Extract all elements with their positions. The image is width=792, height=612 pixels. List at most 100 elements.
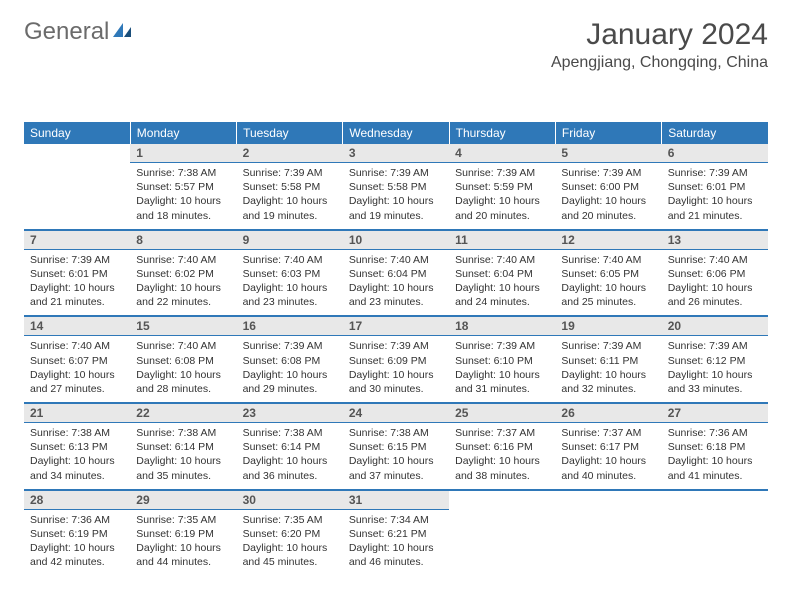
sunrise-text: Sunrise: 7:36 AM xyxy=(30,513,124,527)
day-number: 3 xyxy=(343,144,449,163)
day-info: Sunrise: 7:39 AMSunset: 6:10 PMDaylight:… xyxy=(449,336,555,402)
daylight-text: Daylight: 10 hours and 27 minutes. xyxy=(30,368,124,396)
calendar-cell: 17Sunrise: 7:39 AMSunset: 6:09 PMDayligh… xyxy=(343,316,449,403)
location: Apengjiang, Chongqing, China xyxy=(551,54,768,72)
day-info: Sunrise: 7:39 AMSunset: 6:01 PMDaylight:… xyxy=(24,250,130,316)
day-info: Sunrise: 7:39 AMSunset: 6:12 PMDaylight:… xyxy=(662,336,768,402)
day-number: 20 xyxy=(662,317,768,336)
day-info: Sunrise: 7:38 AMSunset: 6:15 PMDaylight:… xyxy=(343,423,449,489)
day-info: Sunrise: 7:38 AMSunset: 6:13 PMDaylight:… xyxy=(24,423,130,489)
calendar-cell: 12Sunrise: 7:40 AMSunset: 6:05 PMDayligh… xyxy=(555,230,661,317)
daylight-text: Daylight: 10 hours and 46 minutes. xyxy=(349,541,443,569)
calendar-cell: 5Sunrise: 7:39 AMSunset: 6:00 PMDaylight… xyxy=(555,144,661,230)
calendar-row: 21Sunrise: 7:38 AMSunset: 6:13 PMDayligh… xyxy=(24,403,768,490)
day-number: 16 xyxy=(237,317,343,336)
day-number: 10 xyxy=(343,231,449,250)
day-header-row: Sunday Monday Tuesday Wednesday Thursday… xyxy=(24,122,768,144)
sunset-text: Sunset: 6:08 PM xyxy=(243,354,337,368)
calendar-row: 1Sunrise: 7:38 AMSunset: 5:57 PMDaylight… xyxy=(24,144,768,230)
sunset-text: Sunset: 6:07 PM xyxy=(30,354,124,368)
daylight-text: Daylight: 10 hours and 29 minutes. xyxy=(243,368,337,396)
sunrise-text: Sunrise: 7:40 AM xyxy=(30,339,124,353)
daylight-text: Daylight: 10 hours and 25 minutes. xyxy=(561,281,655,309)
sunset-text: Sunset: 5:58 PM xyxy=(243,180,337,194)
calendar-cell: 21Sunrise: 7:38 AMSunset: 6:13 PMDayligh… xyxy=(24,403,130,490)
day-number: 2 xyxy=(237,144,343,163)
sunset-text: Sunset: 6:09 PM xyxy=(349,354,443,368)
day-number: 29 xyxy=(130,491,236,510)
day-number: 28 xyxy=(24,491,130,510)
calendar-cell: 19Sunrise: 7:39 AMSunset: 6:11 PMDayligh… xyxy=(555,316,661,403)
sunset-text: Sunset: 6:04 PM xyxy=(349,267,443,281)
daylight-text: Daylight: 10 hours and 36 minutes. xyxy=(243,454,337,482)
sunrise-text: Sunrise: 7:37 AM xyxy=(455,426,549,440)
calendar-row: 14Sunrise: 7:40 AMSunset: 6:07 PMDayligh… xyxy=(24,316,768,403)
calendar-cell: 10Sunrise: 7:40 AMSunset: 6:04 PMDayligh… xyxy=(343,230,449,317)
day-header: Tuesday xyxy=(237,122,343,144)
day-header: Saturday xyxy=(662,122,768,144)
sunrise-text: Sunrise: 7:40 AM xyxy=(349,253,443,267)
calendar-cell: 2Sunrise: 7:39 AMSunset: 5:58 PMDaylight… xyxy=(237,144,343,230)
daylight-text: Daylight: 10 hours and 23 minutes. xyxy=(243,281,337,309)
calendar-cell: 4Sunrise: 7:39 AMSunset: 5:59 PMDaylight… xyxy=(449,144,555,230)
sunset-text: Sunset: 6:17 PM xyxy=(561,440,655,454)
day-info: Sunrise: 7:39 AMSunset: 5:58 PMDaylight:… xyxy=(237,163,343,229)
calendar-cell: 8Sunrise: 7:40 AMSunset: 6:02 PMDaylight… xyxy=(130,230,236,317)
daylight-text: Daylight: 10 hours and 33 minutes. xyxy=(668,368,762,396)
calendar-cell: 1Sunrise: 7:38 AMSunset: 5:57 PMDaylight… xyxy=(130,144,236,230)
sunrise-text: Sunrise: 7:40 AM xyxy=(668,253,762,267)
day-info: Sunrise: 7:38 AMSunset: 6:14 PMDaylight:… xyxy=(237,423,343,489)
daylight-text: Daylight: 10 hours and 20 minutes. xyxy=(561,194,655,222)
day-info: Sunrise: 7:39 AMSunset: 5:59 PMDaylight:… xyxy=(449,163,555,229)
sunrise-text: Sunrise: 7:39 AM xyxy=(561,339,655,353)
day-info: Sunrise: 7:35 AMSunset: 6:20 PMDaylight:… xyxy=(237,510,343,576)
daylight-text: Daylight: 10 hours and 40 minutes. xyxy=(561,454,655,482)
calendar-cell: 18Sunrise: 7:39 AMSunset: 6:10 PMDayligh… xyxy=(449,316,555,403)
sunset-text: Sunset: 5:57 PM xyxy=(136,180,230,194)
sunset-text: Sunset: 6:16 PM xyxy=(455,440,549,454)
sunset-text: Sunset: 6:18 PM xyxy=(668,440,762,454)
sunset-text: Sunset: 6:00 PM xyxy=(561,180,655,194)
sunrise-text: Sunrise: 7:40 AM xyxy=(136,253,230,267)
sunset-text: Sunset: 6:19 PM xyxy=(30,527,124,541)
calendar-cell xyxy=(555,490,661,576)
sunrise-text: Sunrise: 7:38 AM xyxy=(243,426,337,440)
daylight-text: Daylight: 10 hours and 35 minutes. xyxy=(136,454,230,482)
calendar-cell: 14Sunrise: 7:40 AMSunset: 6:07 PMDayligh… xyxy=(24,316,130,403)
day-number: 30 xyxy=(237,491,343,510)
day-number: 27 xyxy=(662,404,768,423)
day-info: Sunrise: 7:39 AMSunset: 6:11 PMDaylight:… xyxy=(555,336,661,402)
day-info: Sunrise: 7:39 AMSunset: 6:00 PMDaylight:… xyxy=(555,163,661,229)
sunrise-text: Sunrise: 7:36 AM xyxy=(668,426,762,440)
calendar-cell: 16Sunrise: 7:39 AMSunset: 6:08 PMDayligh… xyxy=(237,316,343,403)
day-info: Sunrise: 7:36 AMSunset: 6:19 PMDaylight:… xyxy=(24,510,130,576)
day-number: 17 xyxy=(343,317,449,336)
sunrise-text: Sunrise: 7:40 AM xyxy=(455,253,549,267)
daylight-text: Daylight: 10 hours and 28 minutes. xyxy=(136,368,230,396)
daylight-text: Daylight: 10 hours and 26 minutes. xyxy=(668,281,762,309)
day-number: 23 xyxy=(237,404,343,423)
calendar-table: Sunday Monday Tuesday Wednesday Thursday… xyxy=(24,122,768,575)
sunset-text: Sunset: 6:15 PM xyxy=(349,440,443,454)
daylight-text: Daylight: 10 hours and 38 minutes. xyxy=(455,454,549,482)
sunset-text: Sunset: 6:21 PM xyxy=(349,527,443,541)
day-info: Sunrise: 7:39 AMSunset: 6:01 PMDaylight:… xyxy=(662,163,768,229)
daylight-text: Daylight: 10 hours and 21 minutes. xyxy=(668,194,762,222)
sunrise-text: Sunrise: 7:40 AM xyxy=(136,339,230,353)
day-number: 4 xyxy=(449,144,555,163)
daylight-text: Daylight: 10 hours and 24 minutes. xyxy=(455,281,549,309)
sunrise-text: Sunrise: 7:38 AM xyxy=(136,426,230,440)
sunset-text: Sunset: 5:58 PM xyxy=(349,180,443,194)
day-info: Sunrise: 7:40 AMSunset: 6:06 PMDaylight:… xyxy=(662,250,768,316)
day-number: 11 xyxy=(449,231,555,250)
day-number: 24 xyxy=(343,404,449,423)
sunrise-text: Sunrise: 7:34 AM xyxy=(349,513,443,527)
calendar-cell: 20Sunrise: 7:39 AMSunset: 6:12 PMDayligh… xyxy=(662,316,768,403)
sunset-text: Sunset: 6:20 PM xyxy=(243,527,337,541)
calendar-cell: 22Sunrise: 7:38 AMSunset: 6:14 PMDayligh… xyxy=(130,403,236,490)
daylight-text: Daylight: 10 hours and 32 minutes. xyxy=(561,368,655,396)
day-info: Sunrise: 7:40 AMSunset: 6:07 PMDaylight:… xyxy=(24,336,130,402)
daylight-text: Daylight: 10 hours and 21 minutes. xyxy=(30,281,124,309)
sunset-text: Sunset: 6:14 PM xyxy=(136,440,230,454)
day-number: 12 xyxy=(555,231,661,250)
